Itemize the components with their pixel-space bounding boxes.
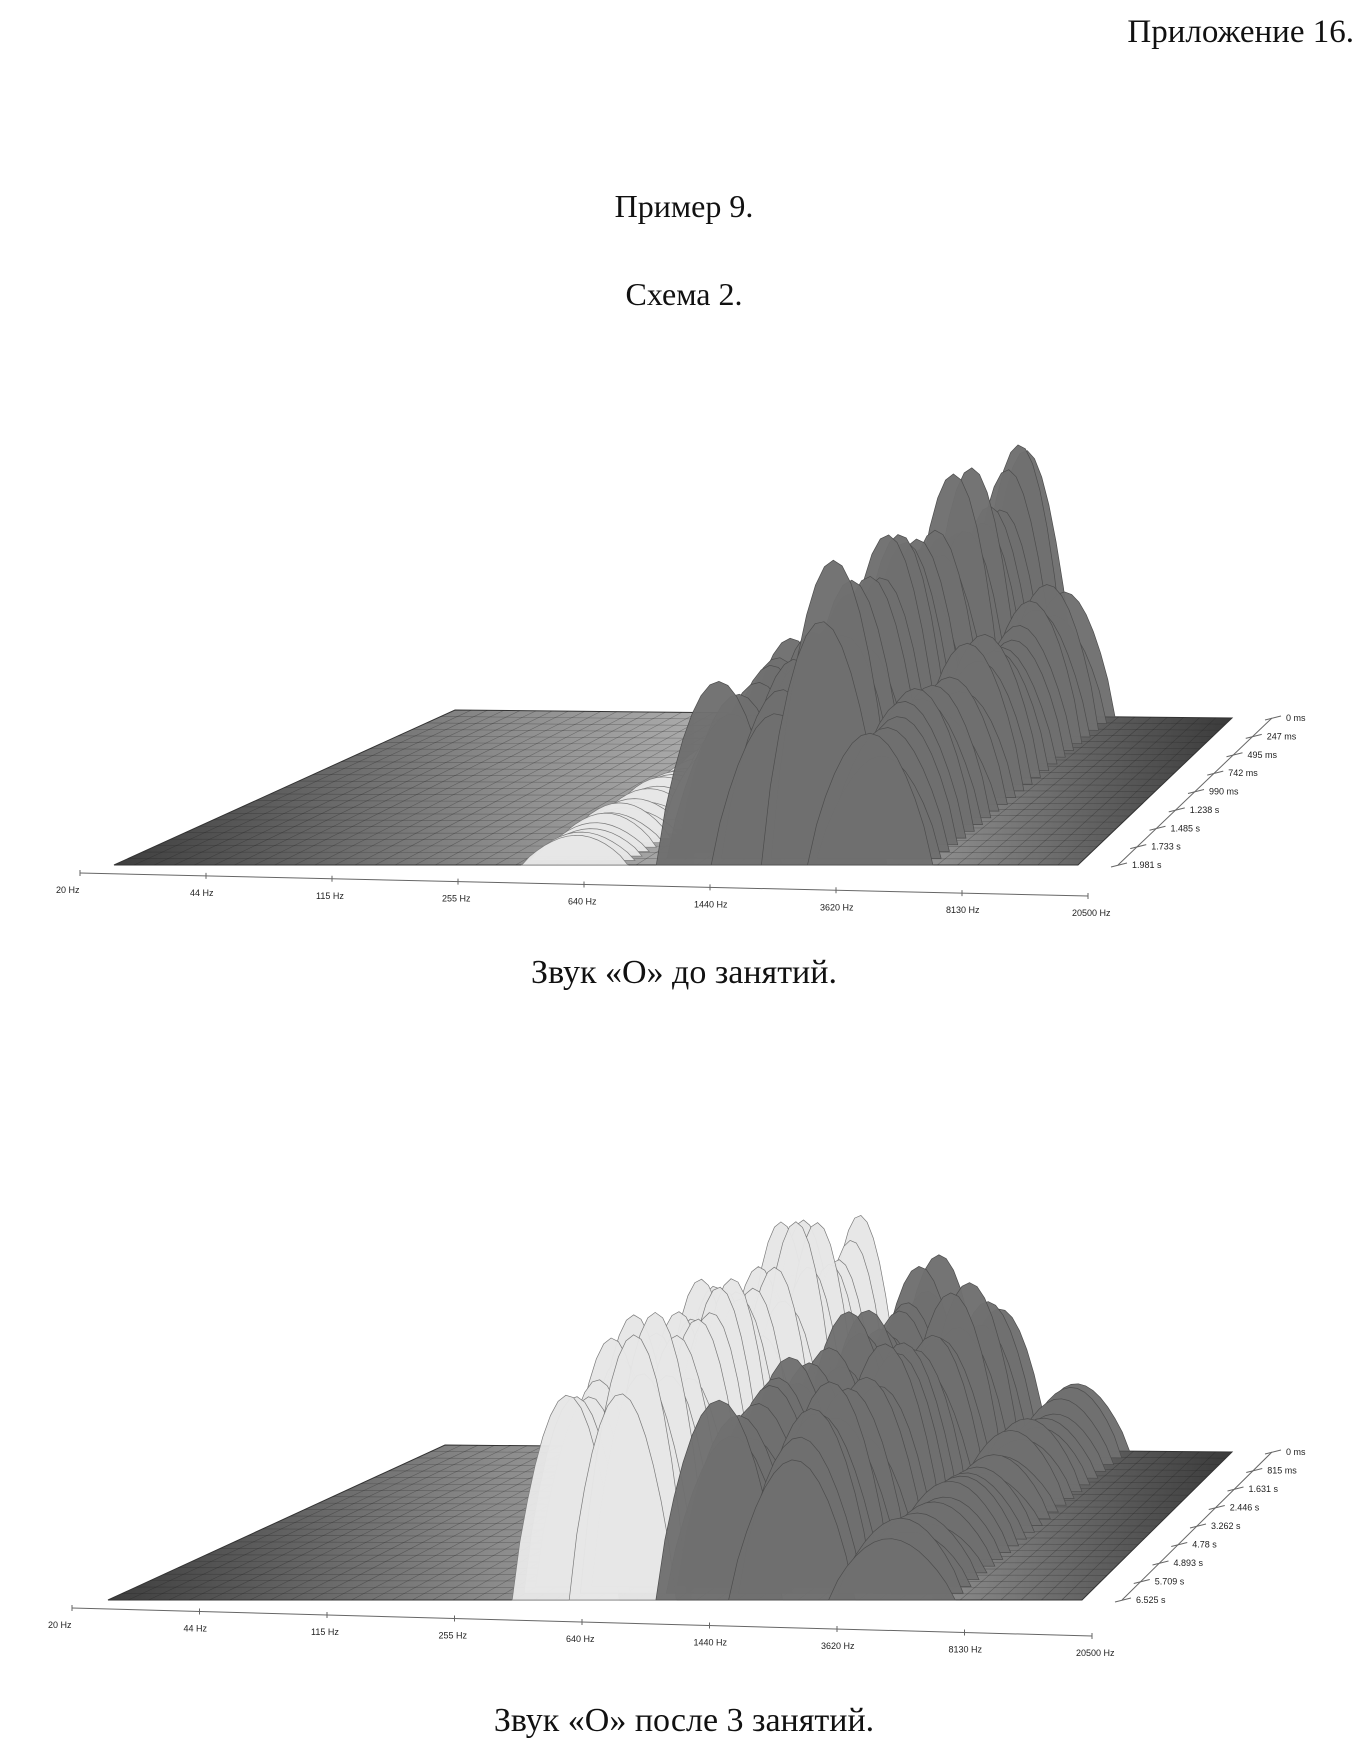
- time-tick-label: 247 ms: [1267, 731, 1297, 741]
- time-tick-label: 1.631 s: [1249, 1484, 1279, 1494]
- time-tick: [1265, 1450, 1281, 1454]
- time-tick-label: 1.981 s: [1132, 860, 1162, 870]
- caption-after: Звук «О» после 3 занятий.: [0, 1702, 1368, 1740]
- time-tick-label: 1.238 s: [1190, 805, 1220, 815]
- time-tick-label: 0 ms: [1286, 713, 1306, 723]
- frequency-tick-label: 255 Hz: [442, 894, 471, 904]
- frequency-axis: 20 Hz 44 Hz 115 Hz 255 Hz 640 Hz 1440 Hz 3620 …: [56, 870, 1111, 918]
- time-tick-label: 4.78 s: [1192, 1540, 1217, 1550]
- time-tick-label: 5.709 s: [1155, 1577, 1185, 1587]
- frequency-tick-label: 20 Hz: [56, 885, 80, 895]
- time-tick-label: 742 ms: [1228, 768, 1258, 778]
- waterfall-chart-before: 20 Hz 44 Hz 115 Hz 255 Hz 640 Hz 1440 Hz 3620 …: [0, 380, 1368, 930]
- time-tick-label: 2.446 s: [1230, 1503, 1260, 1513]
- frequency-tick-label: 20500 Hz: [1072, 908, 1111, 918]
- frequency-tick-label: 8130 Hz: [946, 905, 980, 915]
- frequency-tick-label: 20500 Hz: [1076, 1648, 1115, 1658]
- scheme-heading: Схема 2.: [0, 276, 1368, 313]
- frequency-tick-label: 640 Hz: [568, 897, 597, 907]
- frequency-tick-label: 640 Hz: [566, 1634, 595, 1644]
- time-tick: [1265, 716, 1281, 720]
- frequency-tick-label: 8130 Hz: [949, 1645, 983, 1655]
- time-tick-label: 3.262 s: [1211, 1521, 1241, 1531]
- frequency-tick-label: 3620 Hz: [820, 902, 854, 912]
- frequency-tick-label: 44 Hz: [184, 1624, 208, 1634]
- frequency-tick-label: 255 Hz: [439, 1631, 468, 1641]
- time-tick-label: 1.485 s: [1171, 823, 1201, 833]
- frequency-axis: 20 Hz 44 Hz 115 Hz 255 Hz 640 Hz 1440 Hz 3620 …: [48, 1605, 1115, 1658]
- time-tick-label: 495 ms: [1248, 750, 1278, 760]
- time-tick-label: 0 ms: [1286, 1447, 1306, 1457]
- waterfall-chart-after: 20 Hz 44 Hz 115 Hz 255 Hz 640 Hz 1440 Hz 3620 …: [0, 1130, 1368, 1690]
- time-tick-label: 6.525 s: [1136, 1595, 1166, 1605]
- frequency-tick-label: 44 Hz: [190, 888, 214, 898]
- frequency-tick-label: 20 Hz: [48, 1620, 72, 1630]
- time-tick-label: 4.893 s: [1174, 1558, 1204, 1568]
- frequency-tick-label: 1440 Hz: [694, 1638, 728, 1648]
- frequency-tick-label: 3620 Hz: [821, 1641, 855, 1651]
- time-tick-label: 815 ms: [1267, 1466, 1297, 1476]
- frequency-tick-label: 1440 Hz: [694, 899, 728, 909]
- appendix-heading: Приложение 16.: [1127, 14, 1354, 51]
- caption-before: Звук «О» до занятий.: [0, 954, 1368, 992]
- time-tick-label: 990 ms: [1209, 787, 1239, 797]
- frequency-tick-label: 115 Hz: [311, 1627, 339, 1637]
- time-tick-label: 1.733 s: [1151, 842, 1181, 852]
- example-heading: Пример 9.: [0, 188, 1368, 225]
- frequency-tick-label: 115 Hz: [316, 891, 344, 901]
